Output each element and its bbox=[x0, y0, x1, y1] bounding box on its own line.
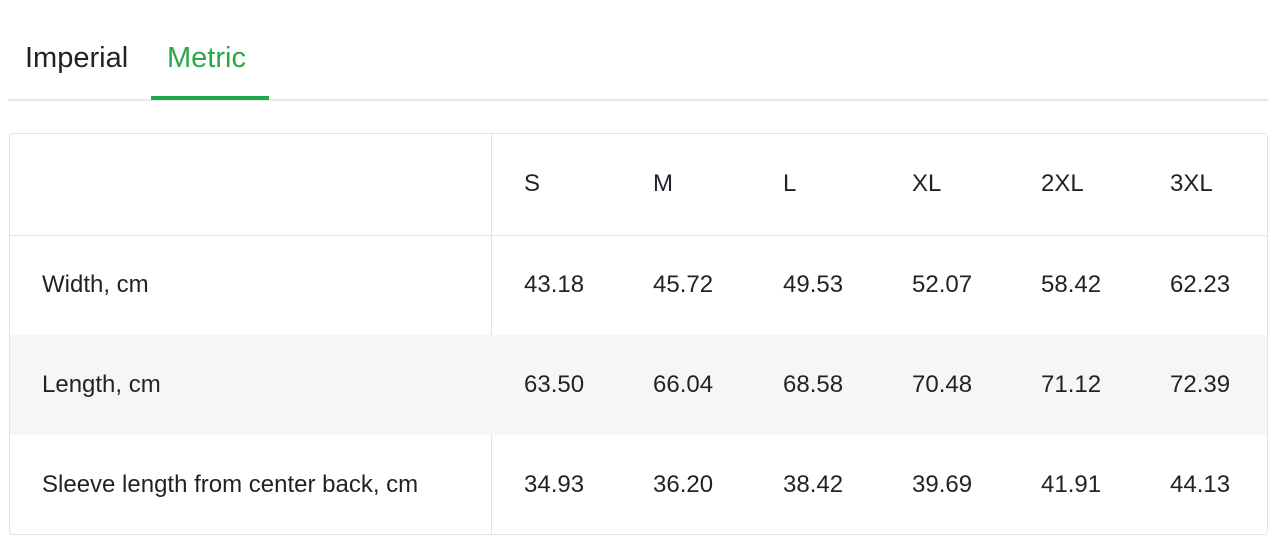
table-row: Length, cm 63.50 66.04 68.58 70.48 71.12 72.39 bbox=[10, 335, 1267, 435]
tab-metric[interactable]: Metric bbox=[167, 42, 246, 74]
measurement-value: 45.72 bbox=[653, 271, 714, 298]
unit-tabs: Imperial Metric bbox=[8, 0, 1268, 101]
measurement-value: 36.20 bbox=[653, 471, 714, 498]
measurement-value: 44.13 bbox=[1170, 471, 1231, 498]
row-label: Length, cm bbox=[42, 371, 161, 398]
measurement-value: 70.48 bbox=[912, 371, 973, 398]
measurement-value: 71.12 bbox=[1041, 371, 1102, 398]
table-header-row: S M L XL 2XL 3XL bbox=[10, 134, 1267, 236]
tab-imperial[interactable]: Imperial bbox=[25, 42, 129, 74]
size-header: 2XL bbox=[1041, 170, 1084, 197]
size-header: 3XL bbox=[1170, 170, 1213, 197]
measurement-value: 41.91 bbox=[1041, 471, 1102, 498]
measurement-value: 63.50 bbox=[524, 371, 585, 398]
measurement-value: 38.42 bbox=[783, 471, 844, 498]
measurement-value: 72.39 bbox=[1170, 371, 1231, 398]
column-divider bbox=[491, 134, 492, 534]
size-header: XL bbox=[912, 170, 942, 197]
measurement-value: 68.58 bbox=[783, 371, 844, 398]
table-row: Width, cm 43.18 45.72 49.53 52.07 58.42 62.23 bbox=[10, 235, 1267, 335]
size-chart-table: S M L XL 2XL 3XL Width, cm 43.18 45.72 49.53 52.0… bbox=[9, 133, 1268, 535]
size-header: M bbox=[653, 170, 673, 197]
measurement-value: 43.18 bbox=[524, 271, 585, 298]
size-header: L bbox=[783, 170, 797, 197]
measurement-value: 58.42 bbox=[1041, 271, 1102, 298]
active-tab-indicator bbox=[151, 96, 269, 100]
row-label: Sleeve length from center back, cm bbox=[42, 471, 419, 498]
measurement-value: 49.53 bbox=[783, 271, 844, 298]
measurement-value: 66.04 bbox=[653, 371, 714, 398]
measurement-value: 62.23 bbox=[1170, 271, 1231, 298]
row-label: Width, cm bbox=[42, 271, 149, 298]
measurement-value: 52.07 bbox=[912, 271, 973, 298]
size-header: S bbox=[524, 170, 541, 197]
measurement-value: 39.69 bbox=[912, 471, 973, 498]
table-row: Sleeve length from center back, cm 34.93 3… bbox=[10, 435, 1267, 534]
measurement-value: 34.93 bbox=[524, 471, 585, 498]
